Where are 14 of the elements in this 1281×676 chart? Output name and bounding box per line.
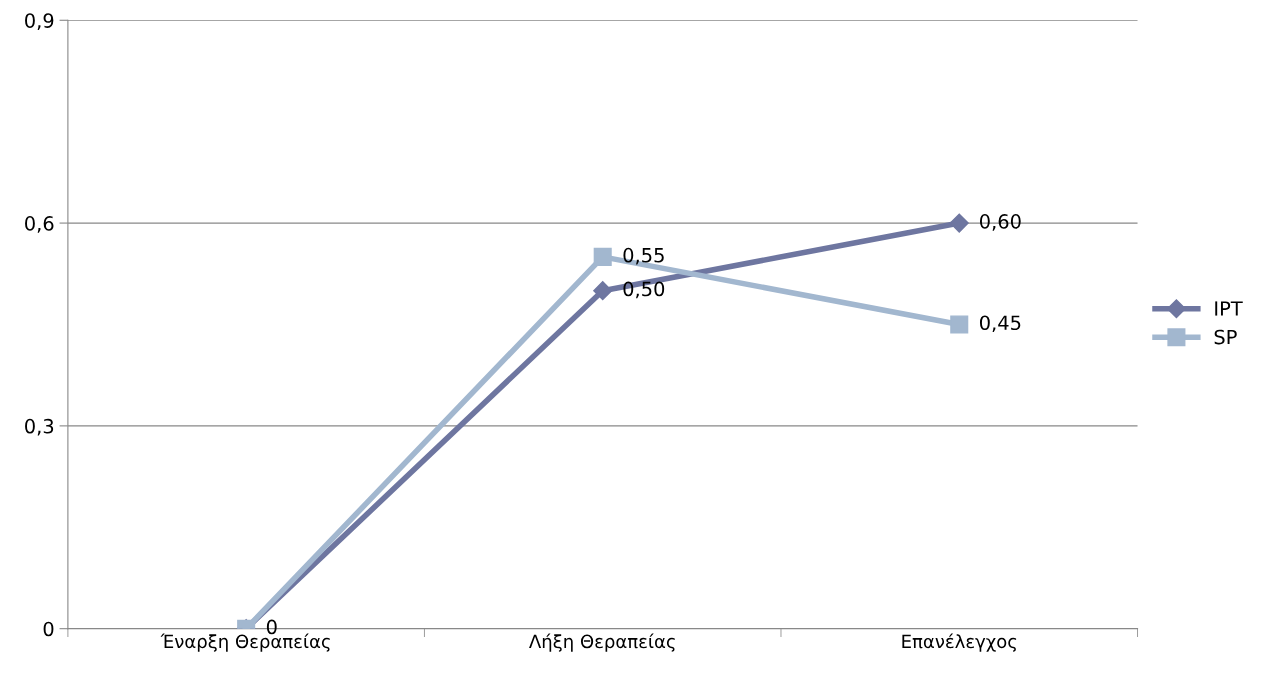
data-label: 0,50 bbox=[623, 281, 665, 299]
legend-label: IPT bbox=[1215, 301, 1243, 316]
data-label: 0,60 bbox=[979, 214, 1021, 231]
y-tick-label: 0,9 bbox=[25, 13, 54, 30]
x-tick-label: Έναρξη Θεραπείας bbox=[160, 633, 330, 652]
x-tick-label: Επανέλεγχος bbox=[902, 633, 1017, 652]
y-tick-label: 0,6 bbox=[25, 216, 54, 233]
legend-label: SP bbox=[1214, 329, 1237, 345]
data-label: 0,45 bbox=[979, 315, 1021, 333]
y-tick-label: 0 bbox=[43, 621, 54, 637]
x-tick-label: Λήξη Θεραπείας bbox=[529, 633, 675, 652]
data-label: 0,55 bbox=[623, 247, 664, 265]
y-tick-label: 0,3 bbox=[25, 418, 54, 436]
data-label: 0 bbox=[266, 619, 277, 635]
